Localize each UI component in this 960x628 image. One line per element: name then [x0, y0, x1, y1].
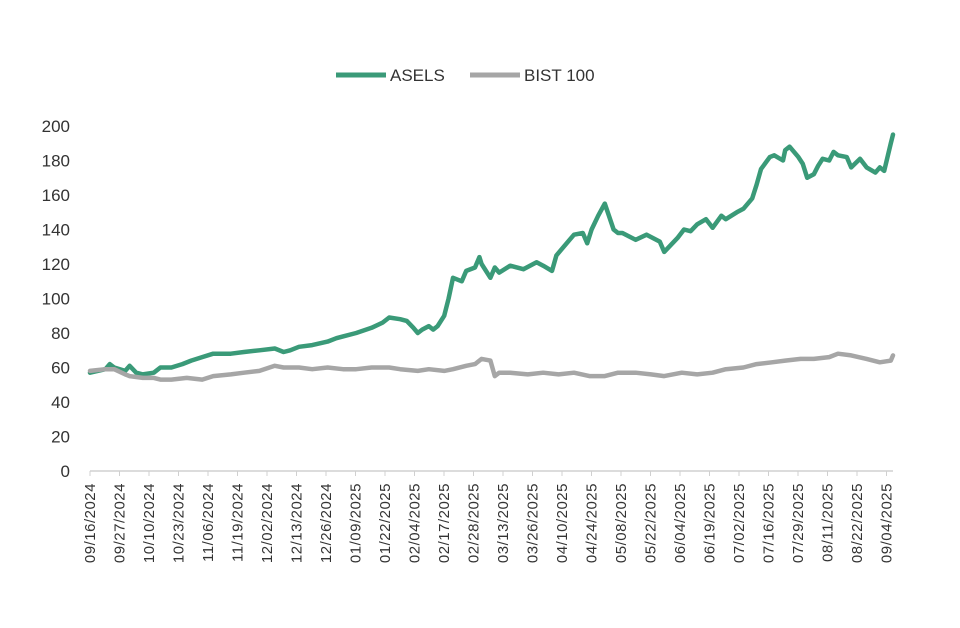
series-layer [87, 132, 896, 382]
x-tick-label: 02/04/2025 [407, 483, 424, 563]
x-tick-label: 08/22/2025 [849, 483, 866, 563]
x-tick-label: 04/10/2025 [554, 483, 571, 563]
x-tick-label: 04/24/2025 [584, 483, 601, 563]
x-tick-label: 10/10/2024 [141, 483, 158, 563]
legend-label-bist100: BIST 100 [524, 66, 595, 85]
x-axis: 09/16/2024 09/27/2024 10/10/2024 10/23/2024… [82, 471, 896, 563]
x-tick-label: 06/04/2025 [672, 483, 689, 563]
y-tick-label: 180 [42, 152, 70, 171]
y-tick-label: 200 [42, 117, 70, 136]
x-tick-label: 02/17/2025 [436, 483, 453, 563]
x-tick-label: 09/04/2025 [879, 483, 896, 563]
y-tick-label: 80 [51, 324, 70, 343]
x-tick-label: 11/19/2024 [230, 483, 247, 562]
x-tick-label: 12/02/2024 [259, 483, 276, 563]
x-tick-label: 07/02/2025 [731, 483, 748, 563]
legend: ASELS BIST 100 [336, 66, 595, 85]
x-tick-label: 05/08/2025 [613, 483, 630, 563]
x-tick-label: 03/26/2025 [525, 483, 542, 563]
x-tick-label: 11/06/2024 [200, 483, 217, 562]
x-tick-label: 01/22/2025 [377, 483, 394, 563]
x-tick-label: 10/23/2024 [171, 483, 188, 563]
x-tick-label: 07/16/2025 [761, 483, 778, 563]
y-tick-label: 120 [42, 255, 70, 274]
x-tick-label: 05/22/2025 [643, 483, 660, 563]
x-tick-label: 07/29/2025 [790, 483, 807, 563]
x-tick-label: 03/13/2025 [495, 483, 512, 563]
x-tick-label: 12/13/2024 [289, 483, 306, 563]
x-tick-label: 02/28/2025 [466, 483, 483, 563]
x-tick-label: 09/27/2024 [112, 483, 129, 563]
y-tick-label: 60 [51, 359, 70, 378]
x-tick-label: 12/26/2024 [318, 483, 335, 563]
y-tick-label: 0 [61, 462, 70, 481]
series-line-asels [87, 132, 896, 377]
legend-label-asels: ASELS [390, 66, 445, 85]
y-tick-label: 160 [42, 186, 70, 205]
y-tick-label: 140 [42, 221, 70, 240]
y-tick-label: 100 [42, 290, 70, 309]
x-tick-label: 01/09/2025 [348, 483, 365, 563]
y-tick-label: 40 [51, 393, 70, 412]
x-tick-label: 06/19/2025 [702, 483, 719, 563]
y-tick-label: 20 [51, 428, 70, 447]
series-line-bist-100 [87, 351, 896, 382]
x-tick-label: 09/16/2024 [82, 483, 99, 563]
x-tick-label: 08/11/2025 [820, 483, 837, 562]
y-axis: 0 20 40 60 80 100 120 140 160 180 200 [42, 117, 70, 481]
